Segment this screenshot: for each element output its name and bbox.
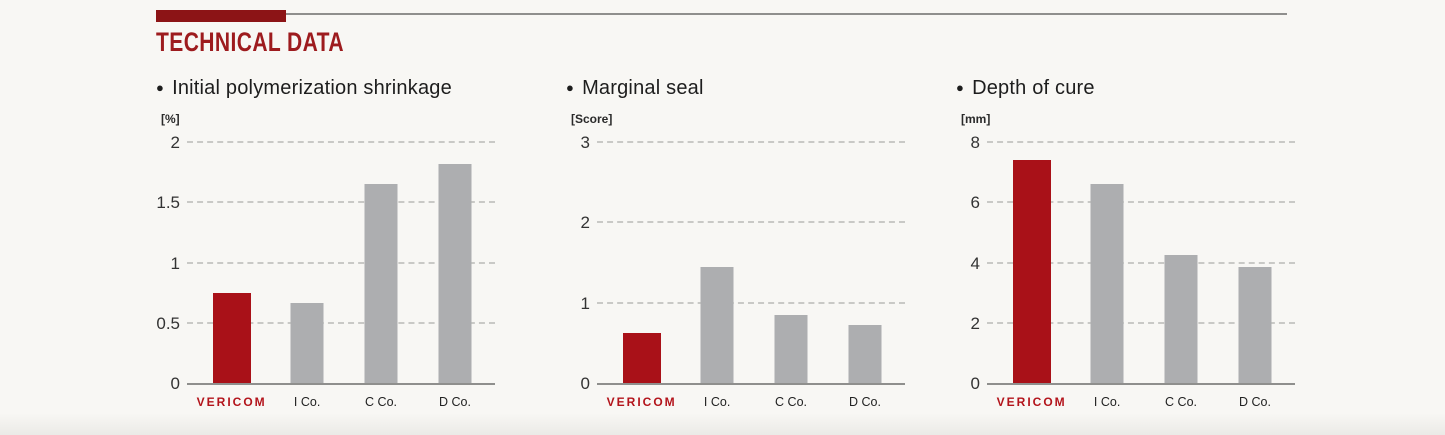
chart-title: ● Initial polymerization shrinkage xyxy=(156,77,452,100)
y-tick-label: 6 xyxy=(970,193,980,213)
y-tick-label: 0 xyxy=(170,374,180,393)
y-tick-label: 0 xyxy=(580,374,590,393)
plot-area: 0 1 2 3 VERICOM I Co. C Co. D Co. xyxy=(581,133,905,409)
header-rule-line xyxy=(156,13,1287,15)
chart-marginal-seal: ● Marginal seal [Score] 0 1 2 3 VERICOM I Co. C… xyxy=(565,75,915,420)
bar-c-co xyxy=(774,314,808,383)
bar-i-co xyxy=(700,266,734,383)
x-label-i-co: I Co. xyxy=(703,395,731,409)
y-tick-label: 0.5 xyxy=(156,313,180,333)
gridline xyxy=(987,141,1295,143)
bar-d-co xyxy=(438,163,472,383)
plot-area: 0 2 4 6 8 VERICOM I Co. C Co. D Co. xyxy=(971,133,1295,409)
chart-title-text: Marginal seal xyxy=(582,77,704,99)
bar-d-co xyxy=(848,325,882,383)
x-label-i-co: I Co. xyxy=(293,395,321,409)
bullet-icon: ● xyxy=(566,80,575,95)
bar-i-co xyxy=(290,303,324,383)
x-label-i-co: I Co. xyxy=(1093,395,1121,409)
bullet-icon: ● xyxy=(156,80,165,95)
chart-title: ● Marginal seal xyxy=(566,77,704,100)
chart-title-text: Depth of cure xyxy=(972,77,1095,99)
y-tick-label: 3 xyxy=(580,133,590,152)
y-tick-label: 1 xyxy=(170,253,180,273)
bullet-icon: ● xyxy=(956,80,965,95)
gridline xyxy=(597,141,905,143)
bar-vericom xyxy=(212,292,251,383)
page-title: TECHNICAL DATA xyxy=(156,27,344,57)
gridline xyxy=(987,261,1295,264)
y-tick-label: 2 xyxy=(580,213,590,233)
header-accent-bar xyxy=(156,10,286,22)
gridline xyxy=(987,321,1295,324)
x-label-d-co: D Co. xyxy=(848,395,881,409)
chart-title: ● Depth of cure xyxy=(956,77,1095,100)
bar-c-co xyxy=(1164,254,1198,383)
gridline xyxy=(597,301,905,304)
bar-d-co xyxy=(1238,267,1272,383)
y-tick-label: 2 xyxy=(170,133,180,152)
y-tick-label: 2 xyxy=(970,313,980,333)
x-label-c-co: C Co. xyxy=(1165,395,1198,409)
y-tick-label: 0 xyxy=(970,374,980,393)
gridline xyxy=(187,261,495,264)
gridline xyxy=(597,221,905,224)
chart-title-text: Initial polymerization shrinkage xyxy=(172,77,452,99)
y-axis-unit-label: [Score] xyxy=(571,112,613,126)
plot-area: 0 0.5 1 1.5 2 VERICOM I Co. C Co. D Co. xyxy=(156,133,495,409)
gridline xyxy=(987,201,1295,204)
y-axis-unit-label: [mm] xyxy=(961,112,991,126)
chart-depth-of-cure: ● Depth of cure [mm] 0 2 4 6 8 VERICOM I Co. C C… xyxy=(955,75,1305,420)
x-label-d-co: D Co. xyxy=(1238,395,1271,409)
y-axis-unit-label: [%] xyxy=(161,112,180,126)
bar-i-co xyxy=(1090,184,1124,383)
x-label-d-co: D Co. xyxy=(438,395,471,409)
y-tick-label: 1 xyxy=(580,293,590,313)
y-tick-label: 4 xyxy=(970,253,980,273)
bar-vericom xyxy=(622,333,661,383)
gridline xyxy=(187,141,495,143)
gridline xyxy=(187,321,495,324)
y-tick-label: 1.5 xyxy=(156,193,180,213)
bar-vericom xyxy=(1012,160,1051,383)
gridline xyxy=(187,201,495,204)
x-label-vericom: VERICOM xyxy=(606,395,677,409)
y-tick-label: 8 xyxy=(970,133,980,152)
x-label-c-co: C Co. xyxy=(775,395,808,409)
x-label-vericom: VERICOM xyxy=(996,395,1067,409)
x-label-vericom: VERICOM xyxy=(196,395,267,409)
bar-c-co xyxy=(364,184,398,383)
x-label-c-co: C Co. xyxy=(365,395,398,409)
